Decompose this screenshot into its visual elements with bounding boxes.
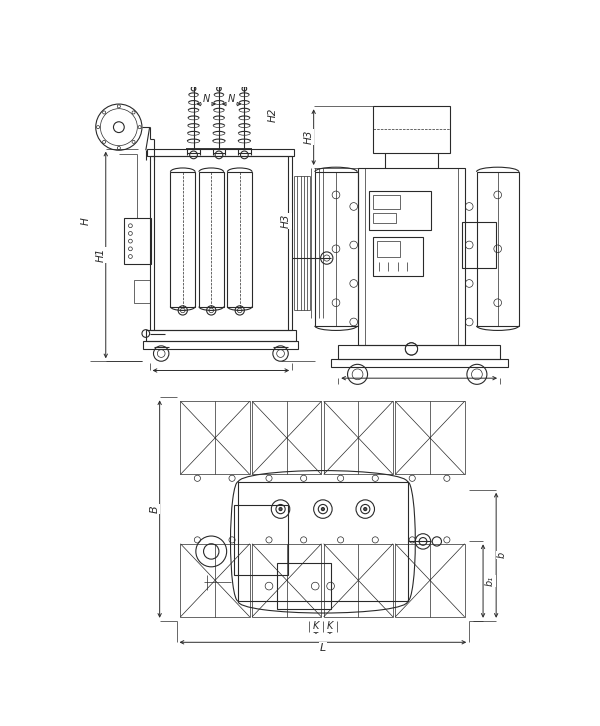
Text: H: H — [81, 217, 91, 225]
Bar — [377, 241, 400, 256]
Text: H3: H3 — [281, 214, 291, 228]
Circle shape — [132, 111, 135, 114]
Text: K: K — [326, 621, 333, 631]
Bar — [235, 505, 288, 574]
Bar — [143, 341, 298, 349]
Circle shape — [132, 140, 135, 144]
Bar — [373, 213, 396, 224]
Bar — [373, 237, 423, 276]
Bar — [331, 359, 508, 367]
Bar — [146, 330, 296, 341]
Bar — [373, 195, 400, 209]
Text: N: N — [203, 94, 210, 104]
Bar — [315, 172, 358, 326]
Text: L: L — [320, 643, 326, 653]
Bar — [461, 222, 496, 268]
Text: K: K — [313, 621, 319, 631]
Bar — [323, 401, 393, 474]
Bar — [369, 191, 431, 229]
Text: H2: H2 — [268, 107, 278, 122]
Bar — [199, 172, 224, 306]
Bar — [148, 149, 295, 156]
Bar — [124, 218, 151, 264]
Text: B: B — [149, 505, 159, 513]
Bar — [373, 107, 450, 152]
Bar — [181, 544, 250, 617]
Circle shape — [242, 81, 246, 84]
Bar — [277, 563, 331, 609]
Bar — [181, 401, 250, 474]
Text: N: N — [228, 94, 235, 104]
Bar — [252, 401, 322, 474]
Circle shape — [103, 111, 106, 114]
Bar — [338, 345, 500, 359]
Circle shape — [103, 140, 106, 144]
Bar — [395, 401, 464, 474]
Text: b₁: b₁ — [485, 576, 495, 586]
Bar — [227, 172, 252, 306]
Bar — [358, 168, 466, 345]
Circle shape — [118, 105, 121, 108]
Circle shape — [217, 81, 221, 84]
Circle shape — [191, 81, 196, 84]
Bar — [238, 482, 407, 601]
Bar — [395, 544, 464, 617]
Circle shape — [118, 147, 121, 150]
Circle shape — [364, 507, 367, 510]
Bar — [170, 172, 195, 306]
Circle shape — [138, 126, 141, 129]
Bar — [477, 172, 519, 326]
Bar — [252, 544, 322, 617]
Circle shape — [97, 126, 100, 129]
Text: H1: H1 — [96, 248, 106, 262]
Text: b: b — [497, 552, 506, 558]
Bar — [323, 544, 393, 617]
Text: H3: H3 — [303, 130, 313, 144]
Circle shape — [322, 507, 325, 510]
Bar — [149, 156, 292, 330]
Circle shape — [279, 507, 282, 510]
Bar — [134, 280, 149, 303]
